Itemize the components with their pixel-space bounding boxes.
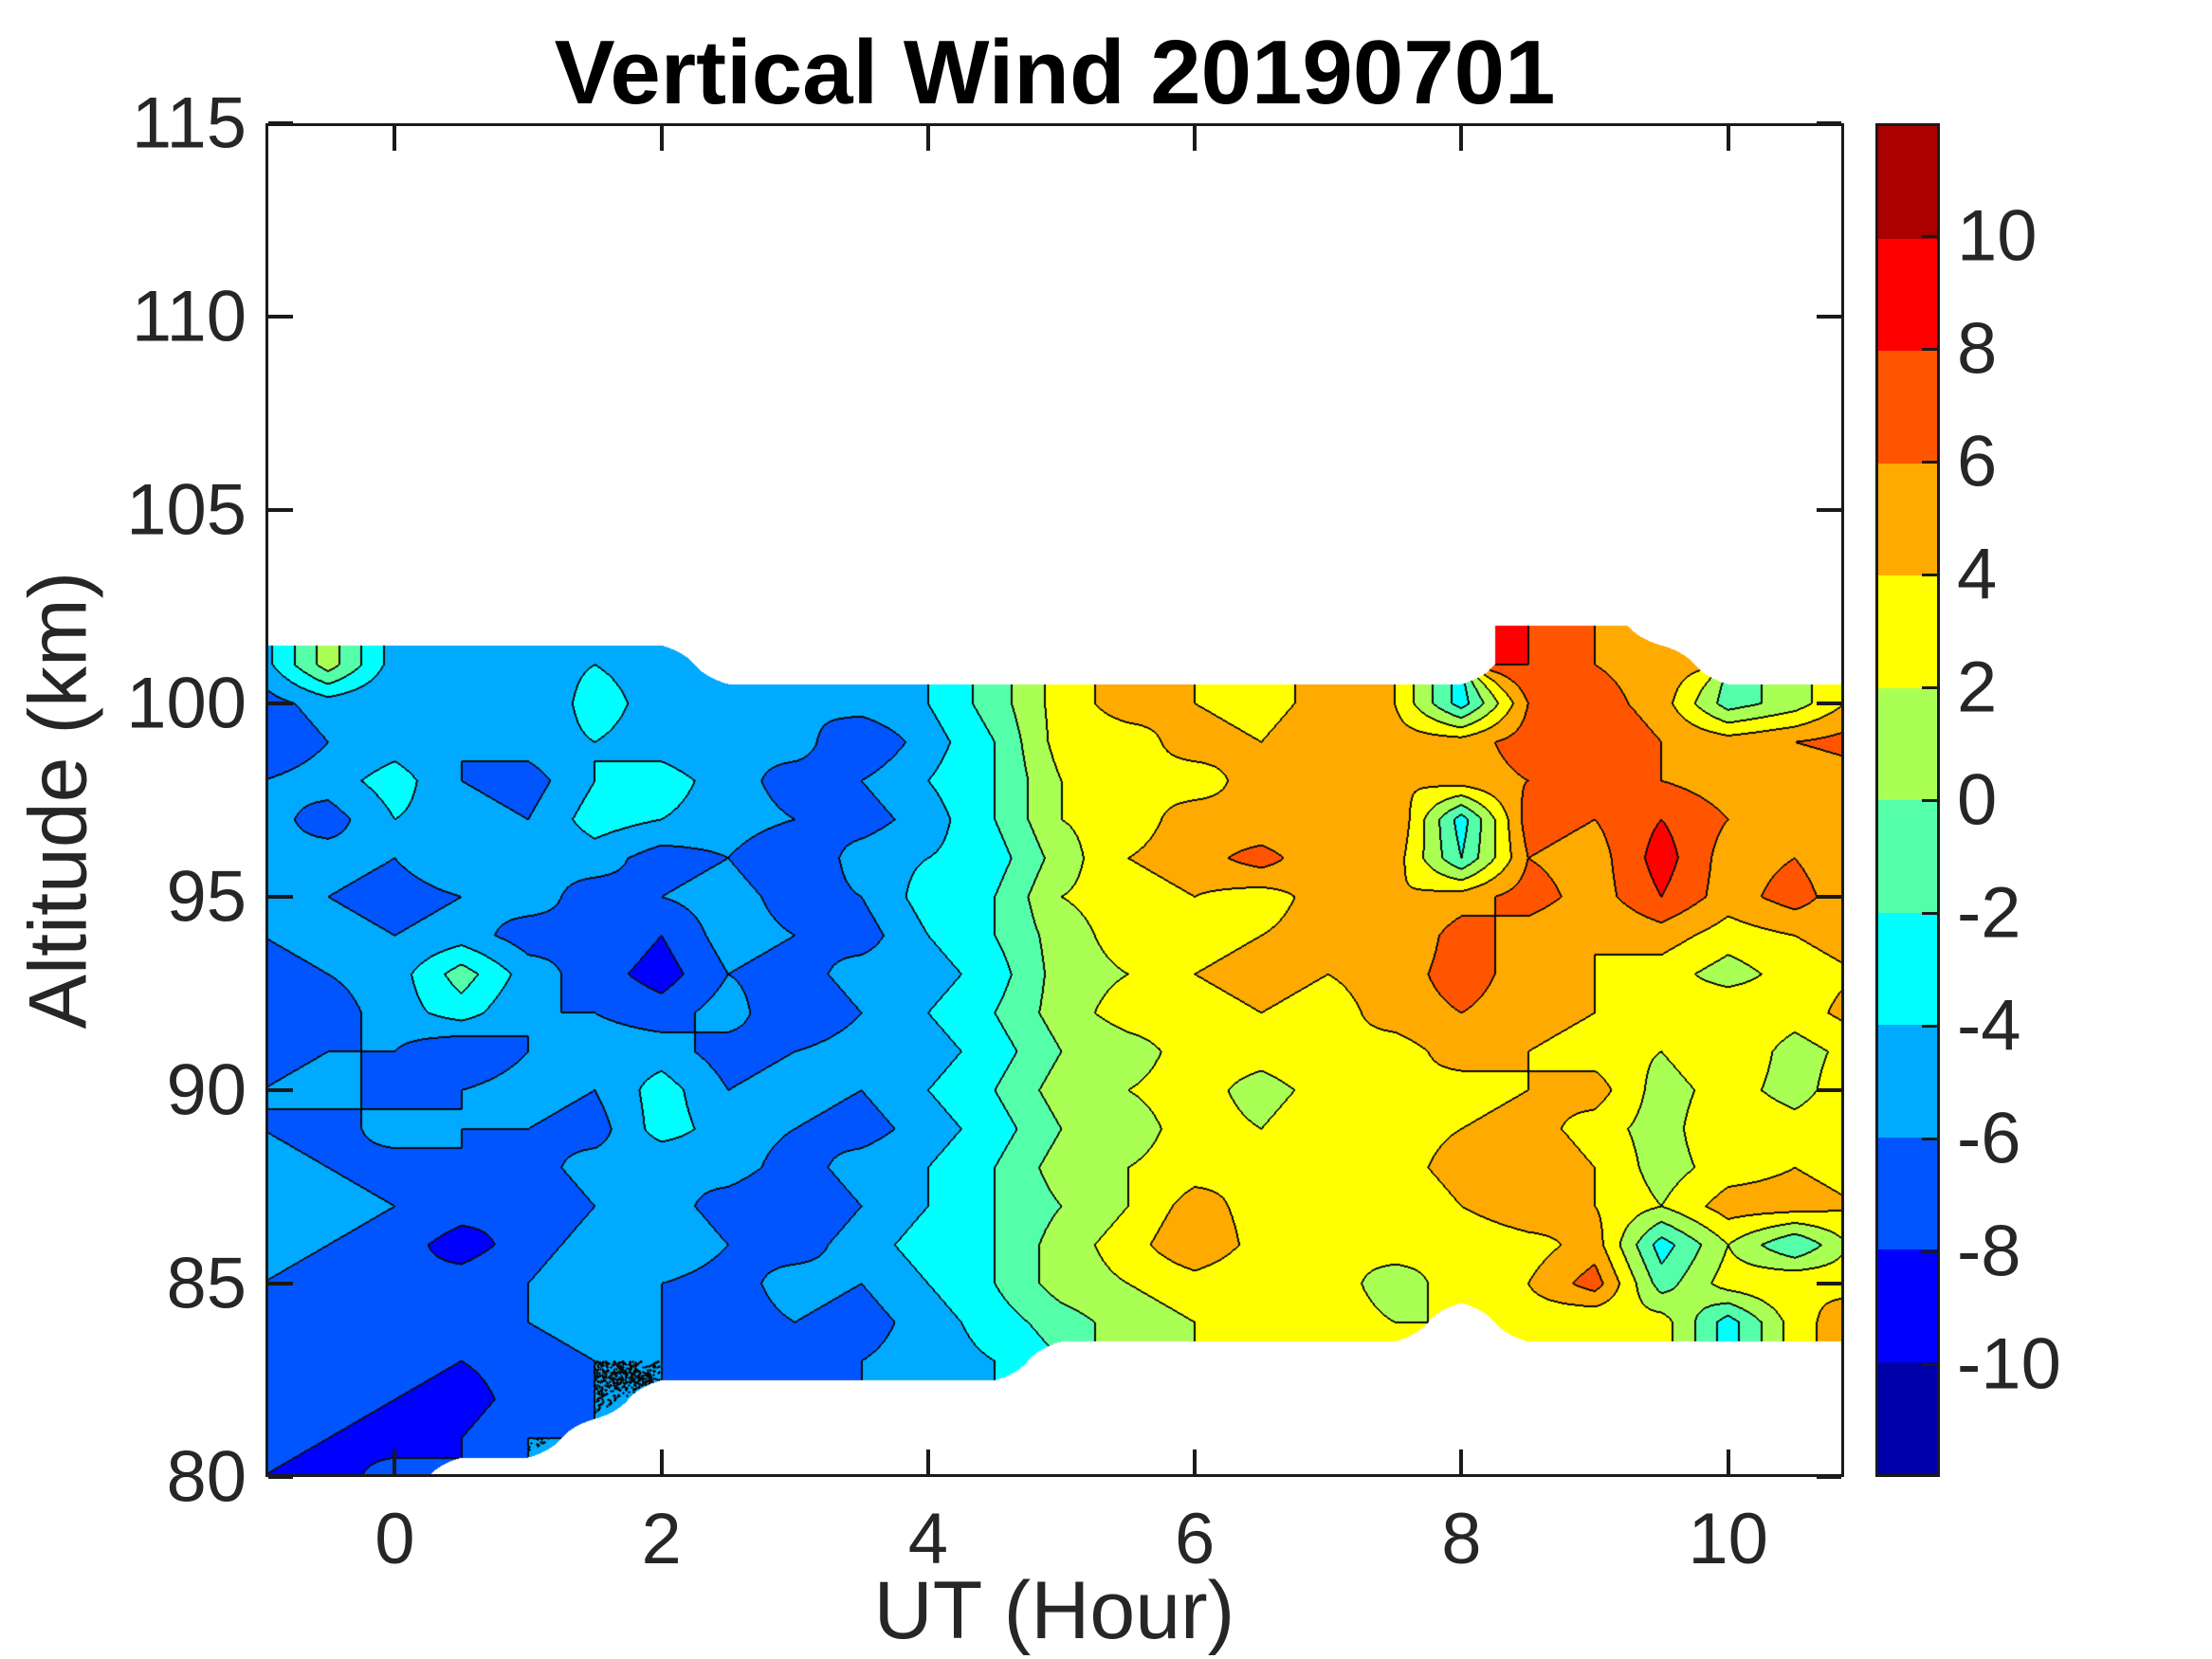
contour-plot-area <box>265 123 1844 1477</box>
y-tick-label: 95 <box>166 856 247 938</box>
colorbar-segment <box>1878 1249 1937 1362</box>
x-tick-mark <box>393 126 397 151</box>
colorbar-tick-mark <box>1922 799 1937 802</box>
y-tick-mark <box>268 315 293 319</box>
y-tick-label: 110 <box>131 276 247 357</box>
x-tick-mark <box>1726 126 1730 151</box>
x-tick-mark <box>1459 126 1464 151</box>
colorbar-tick-label: 6 <box>1957 421 1998 502</box>
colorbar-segment <box>1878 1361 1937 1474</box>
y-tick-label: 115 <box>131 82 247 164</box>
colorbar-segment <box>1878 575 1937 688</box>
y-tick-label: 80 <box>166 1436 247 1518</box>
colorbar-segment <box>1878 463 1937 575</box>
colorbar-segment <box>1878 126 1937 239</box>
colorbar-segment <box>1878 800 1937 913</box>
colorbar-tick-mark <box>1922 1250 1937 1253</box>
x-tick-mark <box>659 126 664 151</box>
colorbar-tick-label: 0 <box>1957 759 1998 841</box>
y-tick-mark <box>268 1475 293 1479</box>
colorbar-tick-mark <box>1922 1138 1937 1140</box>
y-axis-label: Altitude (km) <box>12 571 104 1030</box>
y-tick-mark <box>1817 1475 1841 1479</box>
y-tick-mark <box>268 702 293 705</box>
y-tick-mark <box>1817 895 1841 899</box>
y-tick-mark <box>268 1282 293 1285</box>
colorbar-tick-mark <box>1922 1025 1937 1028</box>
y-tick-label: 105 <box>126 469 247 551</box>
x-axis-label: UT (Hour) <box>873 1565 1235 1656</box>
colorbar-tick-mark <box>1922 348 1937 351</box>
y-tick-label: 90 <box>166 1049 247 1131</box>
colorbar-segment <box>1878 1025 1937 1138</box>
x-tick-label: 10 <box>1688 1499 1768 1579</box>
x-tick-mark <box>1193 1449 1197 1474</box>
colorbar-tick-mark <box>1922 574 1937 576</box>
x-tick-label: 8 <box>1441 1499 1482 1579</box>
colorbar-tick-mark <box>1922 912 1937 915</box>
x-tick-label: 0 <box>375 1499 415 1579</box>
x-tick-label: 2 <box>641 1499 682 1579</box>
colorbar-tick-label: -8 <box>1957 1211 2021 1292</box>
colorbar-tick-label: -10 <box>1957 1323 2061 1405</box>
colorbar-tick-mark <box>1922 461 1937 464</box>
x-tick-mark <box>925 126 930 151</box>
y-tick-label: 85 <box>166 1243 247 1324</box>
y-tick-mark <box>1817 1282 1841 1285</box>
x-tick-label: 4 <box>907 1499 949 1579</box>
y-tick-mark <box>1817 702 1841 705</box>
x-tick-label: 6 <box>1175 1499 1216 1579</box>
colorbar-tick-label: -6 <box>1957 1098 2021 1179</box>
y-tick-mark <box>1817 121 1841 125</box>
colorbar-tick-label: -2 <box>1957 872 2021 954</box>
x-tick-mark <box>1726 1449 1730 1474</box>
y-tick-mark <box>1817 508 1841 512</box>
colorbar-tick-label: 2 <box>1957 647 1998 728</box>
colorbar-segment <box>1878 687 1937 800</box>
colorbar-segment <box>1878 1137 1937 1249</box>
x-tick-mark <box>393 1449 397 1474</box>
y-tick-mark <box>268 1088 293 1092</box>
x-tick-mark <box>1193 126 1197 151</box>
y-tick-label: 100 <box>126 663 247 744</box>
y-tick-mark <box>268 121 293 125</box>
y-tick-mark <box>268 508 293 512</box>
colorbar-tick-mark <box>1922 235 1937 238</box>
colorbar-segment <box>1878 238 1937 351</box>
y-tick-mark <box>1817 315 1841 319</box>
y-tick-mark <box>1817 1088 1841 1092</box>
colorbar-tick-label: -4 <box>1957 985 2021 1066</box>
colorbar <box>1875 123 1940 1477</box>
colorbar-tick-mark <box>1922 686 1937 689</box>
colorbar-tick-mark <box>1922 1363 1937 1366</box>
colorbar-tick-label: 10 <box>1957 195 2038 277</box>
chart-title: Vertical Wind 20190701 <box>554 22 1556 123</box>
colorbar-tick-label: 4 <box>1957 534 1998 615</box>
colorbar-segment <box>1878 351 1937 464</box>
y-tick-mark <box>268 895 293 899</box>
x-tick-mark <box>925 1449 930 1474</box>
x-tick-mark <box>1459 1449 1464 1474</box>
colorbar-segment <box>1878 912 1937 1025</box>
colorbar-tick-label: 8 <box>1957 308 1998 390</box>
x-tick-mark <box>659 1449 664 1474</box>
